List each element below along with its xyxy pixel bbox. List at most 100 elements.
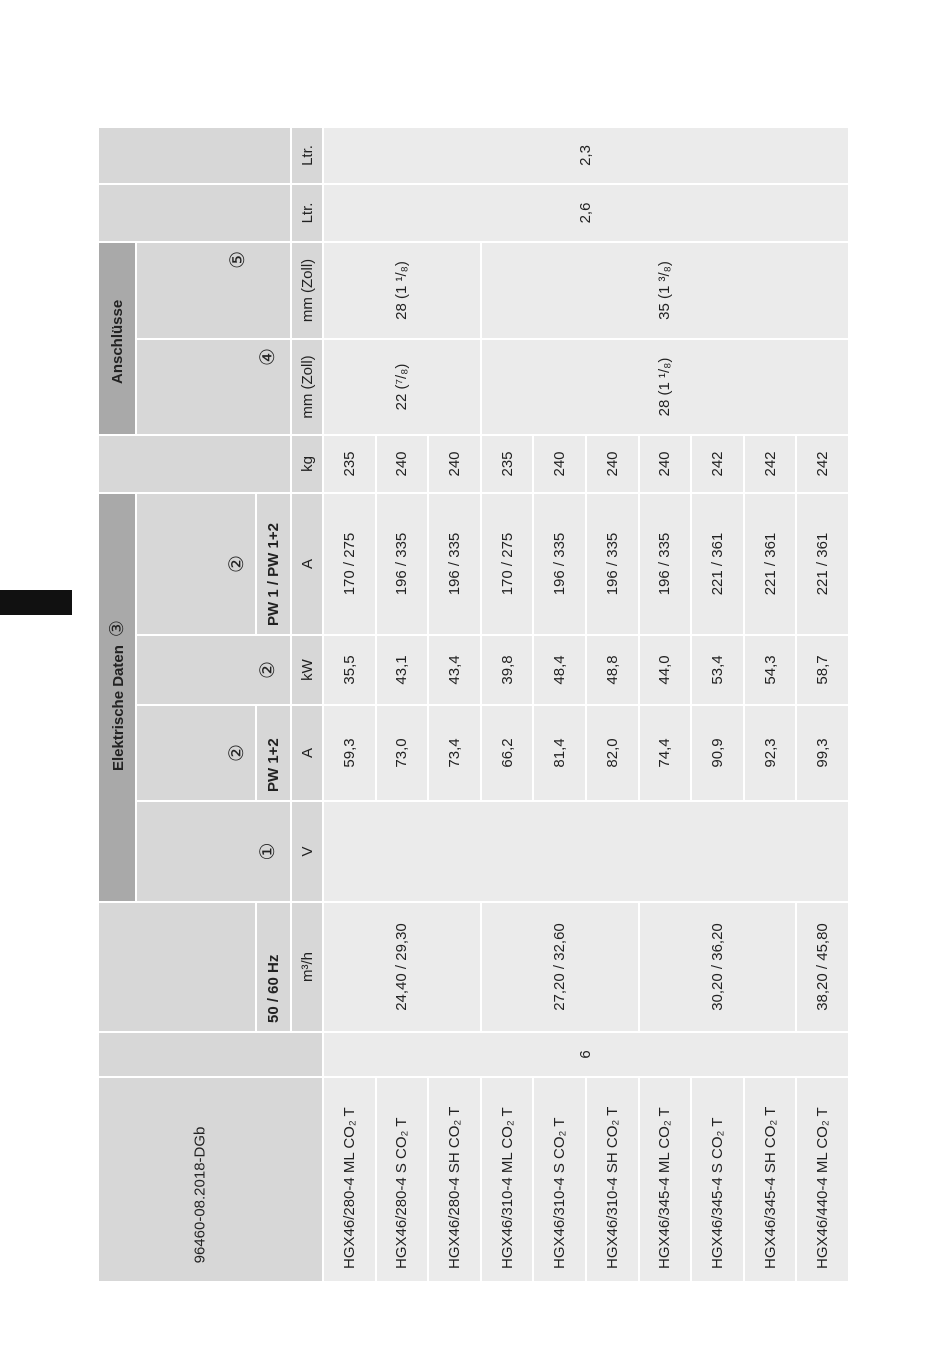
connection-suction: 22 (⁷/₈)	[323, 339, 481, 435]
note-marker: ⑤	[136, 241, 291, 339]
cylinders: 6	[323, 1032, 849, 1077]
sub-header: PW 1 / PW 1+2	[256, 493, 291, 635]
start-current: 196 / 335	[638, 493, 692, 635]
unit: kg	[291, 435, 323, 493]
sub-header: PW 1+2	[256, 705, 291, 801]
group-header: Anschlüsse	[98, 241, 136, 435]
current: 92,3	[743, 705, 797, 801]
model-name: HGX46/280-4 SH CO₂ T	[428, 1077, 481, 1282]
weight: 242	[796, 435, 849, 493]
unit: kW	[291, 635, 323, 705]
connection-suction: 28 (1 ¹/₈)	[480, 339, 849, 435]
connection-discharge: 28 (1 ¹/₈)	[323, 241, 481, 339]
note-marker: ③	[106, 620, 128, 638]
unit: A	[291, 705, 323, 801]
start-current: 196 / 335	[428, 493, 481, 635]
unit: Ltr.	[291, 126, 323, 184]
weight: 240	[375, 435, 429, 493]
start-current: 221 / 361	[691, 493, 744, 635]
data-row: HGX46/280-4 ML CO₂ T 6 24,40 / 29,30 59,3 35…	[323, 126, 849, 1282]
model-name: HGX46/310-4 ML CO₂ T	[480, 1077, 534, 1282]
unit: V	[291, 801, 323, 902]
note-marker: ①	[136, 801, 291, 902]
weight: 240	[533, 435, 586, 493]
current: 81,4	[533, 705, 586, 801]
header-cell	[98, 183, 291, 242]
voltage	[323, 801, 849, 902]
start-current: 196 / 335	[533, 493, 586, 635]
header-cell	[98, 126, 291, 184]
header-cell	[98, 902, 256, 1032]
unit: mm (Zoll)	[291, 339, 323, 435]
header-cell	[98, 1077, 323, 1282]
oil-charge: 2,6	[323, 183, 849, 242]
current: 82,0	[585, 705, 639, 801]
model-name: HGX46/310-4 S CO₂ T	[533, 1077, 586, 1282]
unit: A	[291, 493, 323, 635]
power: 53,4	[691, 635, 744, 705]
power: 44,0	[638, 635, 692, 705]
group-header: Elektrische Daten ③	[98, 493, 136, 902]
footer-code: 96460-08.2018-DGb	[191, 1126, 209, 1264]
weight: 240	[428, 435, 481, 493]
data-table: Elektrische Daten③ Anschlüsse ① ② ② ② ④ …	[97, 126, 850, 1283]
displacement: 30,20 / 36,20	[638, 902, 797, 1032]
weight: 242	[691, 435, 744, 493]
weight: 242	[743, 435, 797, 493]
table-wrapper: Elektrische Daten③ Anschlüsse ① ② ② ② ④ …	[97, 126, 850, 1283]
current: 73,0	[375, 705, 429, 801]
sub-header: 50 / 60 Hz	[256, 902, 291, 1032]
weight: 240	[638, 435, 692, 493]
displacement: 38,20 / 45,80	[796, 902, 849, 1032]
current: 74,4	[638, 705, 692, 801]
weight: 235	[480, 435, 534, 493]
current: 99,3	[796, 705, 849, 801]
weight: 240	[585, 435, 639, 493]
displacement: 27,20 / 32,60	[480, 902, 639, 1032]
power: 35,5	[323, 635, 376, 705]
power: 48,8	[585, 635, 639, 705]
current: 59,3	[323, 705, 376, 801]
current: 73,4	[428, 705, 481, 801]
note-marker: ②	[136, 705, 256, 801]
model-name: HGX46/345-4 ML CO₂ T	[638, 1077, 692, 1282]
model-name: HGX46/280-4 ML CO₂ T	[323, 1077, 376, 1282]
table-body: Elektrische Daten③ Anschlüsse ① ② ② ② ④ …	[98, 126, 849, 1282]
data-row: HGX46/310-4 ML CO₂ T 27,20 / 32,60 66,2 39,…	[480, 127, 849, 1282]
model-name: HGX46/345-4 SH CO₂ T	[743, 1077, 797, 1282]
power: 58,7	[796, 635, 849, 705]
power: 43,1	[375, 635, 429, 705]
model-name: HGX46/280-4 S CO₂ T	[375, 1077, 429, 1282]
start-current: 221 / 361	[743, 493, 797, 635]
unit: m³/h	[291, 902, 323, 1032]
power: 39,8	[480, 635, 534, 705]
note-marker: ②	[136, 493, 256, 635]
model-name: HGX46/310-4 SH CO₂ T	[585, 1077, 639, 1282]
displacement: 24,40 / 29,30	[323, 902, 481, 1032]
start-current: 170 / 275	[480, 493, 534, 635]
unit: Ltr.	[291, 183, 323, 242]
header-cell	[98, 1032, 323, 1077]
start-current: 196 / 335	[585, 493, 639, 635]
model-name: HGX46/345-4 S CO₂ T	[691, 1077, 744, 1282]
unit: mm (Zoll)	[291, 241, 323, 339]
model-name: HGX46/440-4 ML CO₂ T	[796, 1077, 849, 1282]
section-tab	[0, 590, 72, 615]
start-current: 196 / 335	[375, 493, 429, 635]
header-cell	[98, 435, 291, 493]
weight: 235	[323, 435, 376, 493]
start-current: 221 / 361	[796, 493, 849, 635]
power: 48,4	[533, 635, 586, 705]
group-title: Elektrische Daten	[109, 645, 127, 771]
power: 43,4	[428, 635, 481, 705]
header-row: Elektrische Daten ③ Anschlüsse	[98, 126, 323, 1282]
connection-discharge: 35 (1 ³/₈)	[480, 241, 849, 339]
start-current: 170 / 275	[323, 493, 376, 635]
oil-charge: 2,3	[323, 126, 849, 184]
current: 90,9	[691, 705, 744, 801]
note-marker: ②	[136, 635, 291, 705]
current: 66,2	[480, 705, 534, 801]
power: 54,3	[743, 635, 797, 705]
